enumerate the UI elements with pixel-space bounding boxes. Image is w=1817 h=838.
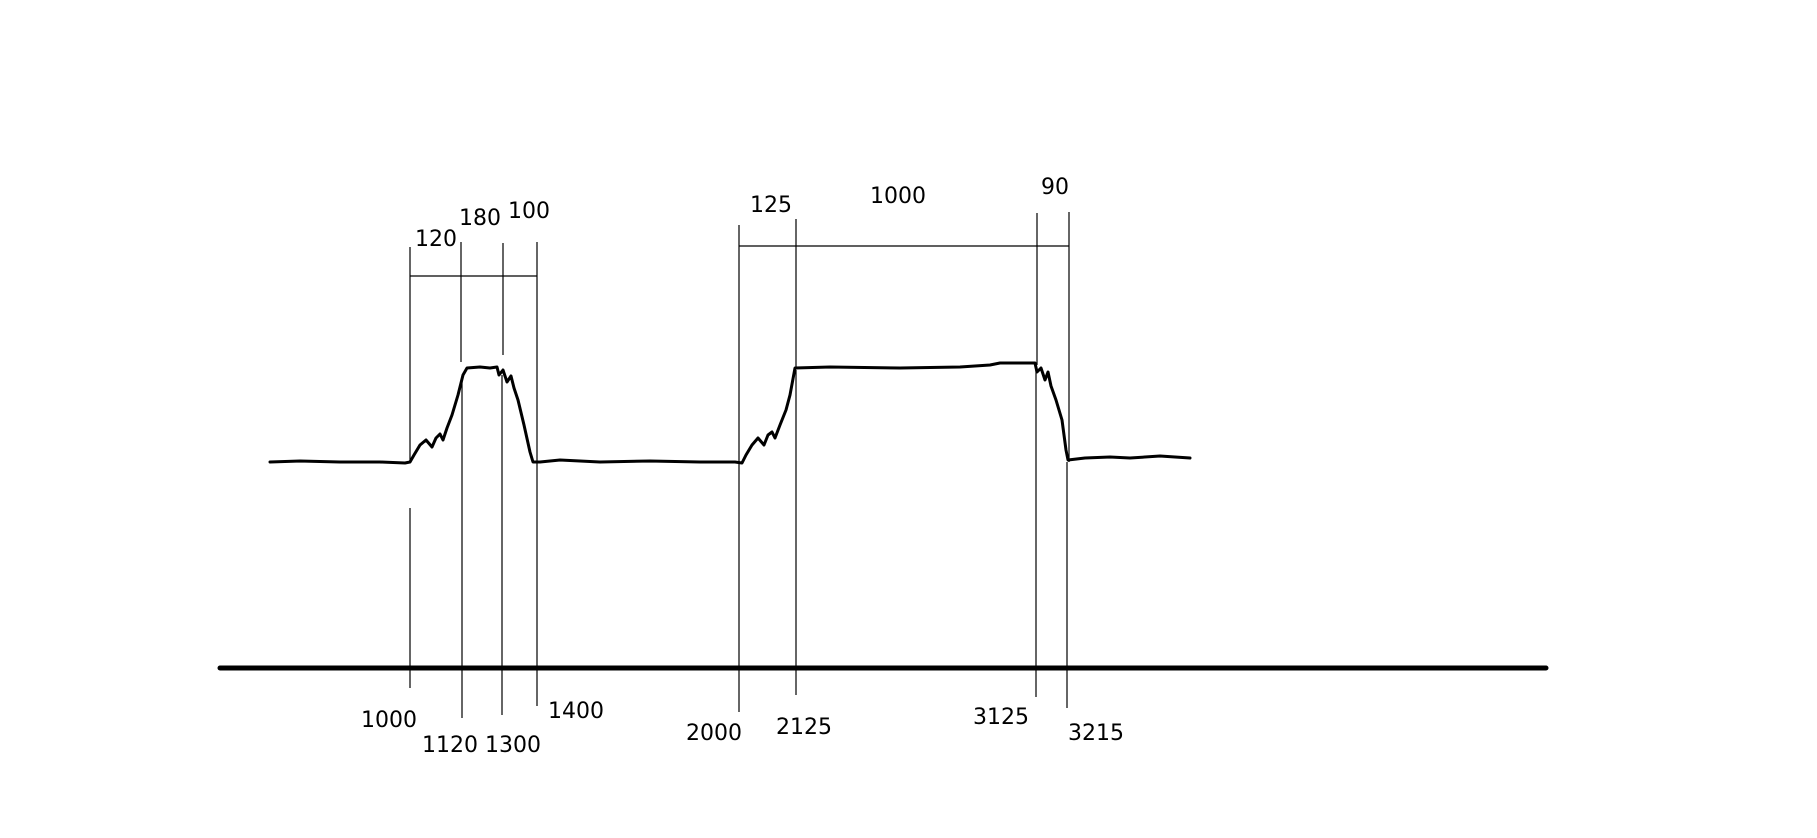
time-label-1000: 1000 [361,708,417,733]
time-label-2125: 2125 [776,715,832,740]
time-label-1300: 1300 [485,733,541,758]
duration-label-90: 90 [1041,175,1069,200]
time-label-3215: 3215 [1068,721,1124,746]
duration-label-125: 125 [750,193,792,218]
duration-label-180: 180 [459,206,501,231]
time-label-3125: 3125 [973,705,1029,730]
duration-label-100: 100 [508,199,550,224]
time-label-1400: 1400 [548,699,604,724]
time-label-2000: 2000 [686,721,742,746]
signal-waveform [268,361,1192,465]
duration-label-120: 120 [415,227,457,252]
time-label-1120: 1120 [422,733,478,758]
duration-label-1000: 1000 [870,184,926,209]
